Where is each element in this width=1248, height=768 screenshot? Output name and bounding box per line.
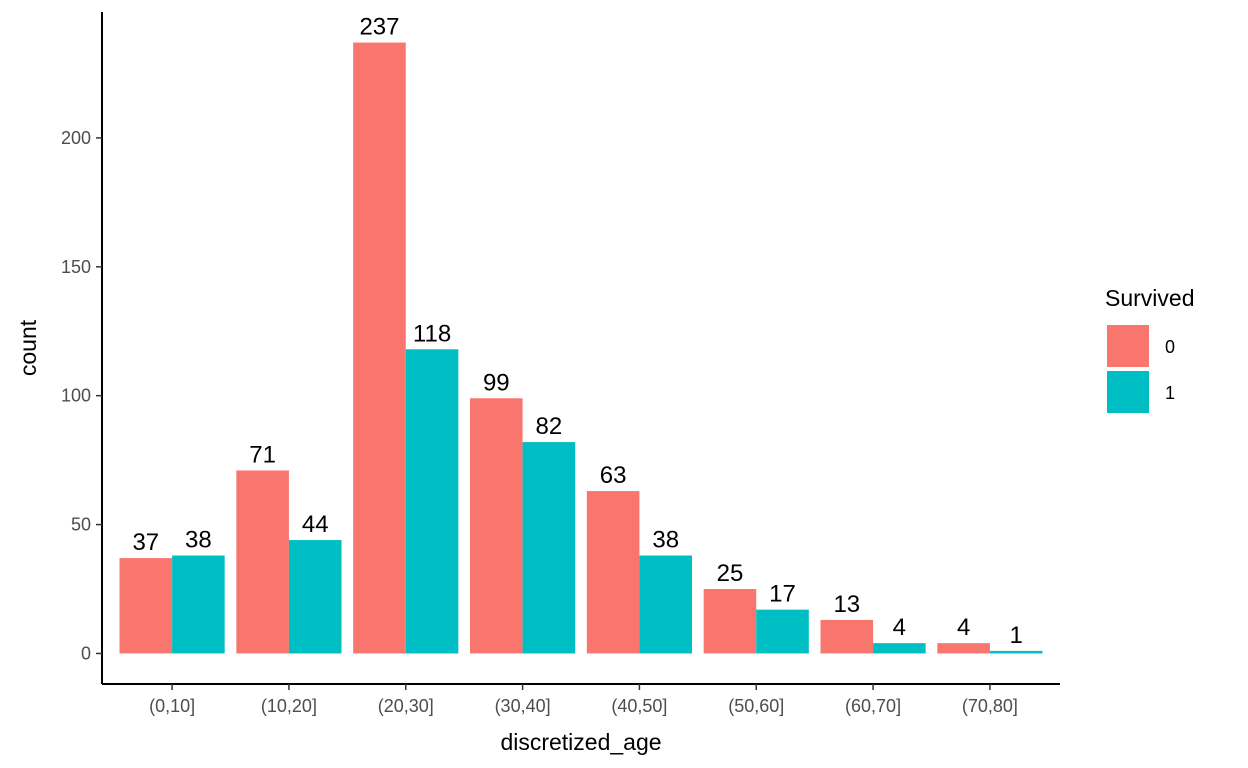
x-tick-label-1: (10,20] — [261, 696, 317, 716]
x-axis-title: discretized_age — [500, 729, 661, 755]
data-label-(40,50]-series-1: 38 — [652, 527, 679, 554]
bar-(70,80]-series-0 — [937, 643, 990, 654]
data-label-(30,40]-series-0: 99 — [483, 369, 510, 396]
data-label-(30,40]-series-1: 82 — [536, 413, 563, 440]
x-tick-label-0: (0,10] — [149, 696, 195, 716]
data-label-(60,70]-series-1: 4 — [893, 614, 906, 641]
bar-(70,80]-series-1 — [989, 650, 1043, 654]
bar-(20,30]-series-1 — [405, 349, 459, 654]
legend: Survived 0 1 — [1105, 285, 1194, 413]
bar-(0,10]-series-0 — [119, 558, 173, 654]
data-label-(20,30]-series-0: 237 — [359, 14, 399, 41]
bar-(50,60]-series-1 — [756, 609, 809, 654]
legend-key-1 — [1107, 371, 1149, 413]
data-label-(20,30]-series-1: 118 — [413, 320, 451, 347]
data-label-(70,80]-series-0: 4 — [957, 614, 970, 641]
legend-label-1: 1 — [1165, 383, 1175, 403]
bar-(30,40]-series-1 — [522, 442, 576, 654]
x-tick-label-7: (70,80] — [962, 696, 1018, 716]
x-tick-label-3: (30,40] — [495, 696, 551, 716]
legend-title: Survived — [1105, 285, 1194, 311]
x-tick-label-6: (60,70] — [845, 696, 901, 716]
bar-(20,30]-series-0 — [353, 42, 406, 654]
bar-(30,40]-series-0 — [470, 398, 523, 654]
bar-(10,20]-series-1 — [288, 540, 342, 654]
bar-(40,50]-series-0 — [586, 491, 640, 654]
data-label-(70,80]-series-1: 1 — [1010, 622, 1023, 649]
bar-(10,20]-series-0 — [236, 470, 289, 654]
data-label-(50,60]-series-0: 25 — [717, 560, 744, 587]
bar-(0,10]-series-1 — [172, 555, 225, 654]
bar-(60,70]-series-1 — [873, 643, 926, 654]
data-label-(0,10]-series-0: 37 — [132, 529, 159, 556]
bar-(40,50]-series-1 — [639, 555, 692, 654]
y-tick-label-50: 50 — [71, 515, 91, 535]
x-tick-label-2: (20,30] — [378, 696, 434, 716]
bars-layer — [119, 42, 1043, 654]
bar-(60,70]-series-0 — [820, 619, 874, 654]
y-tick-label-150: 150 — [61, 257, 91, 277]
data-label-(50,60]-series-1: 17 — [769, 581, 796, 608]
axes-layer: 0 50 100 150 200 (0,10] (10,20] (20,30] (30,40] (… — [61, 12, 1060, 716]
y-axis-title: count — [15, 319, 41, 376]
data-label-(60,70]-series-0: 13 — [833, 591, 860, 618]
data-label-(10,20]-series-1: 44 — [302, 511, 329, 538]
bar-(50,60]-series-0 — [703, 589, 757, 654]
y-tick-label-100: 100 — [61, 386, 91, 406]
y-tick-label-0: 0 — [81, 643, 91, 663]
y-tick-label-200: 200 — [61, 128, 91, 148]
legend-label-0: 0 — [1165, 337, 1175, 357]
data-label-(0,10]-series-1: 38 — [185, 527, 212, 554]
data-label-(40,50]-series-0: 63 — [600, 462, 627, 489]
x-tick-label-4: (40,50] — [611, 696, 667, 716]
data-label-(10,20]-series-0: 71 — [249, 441, 276, 468]
x-tick-label-5: (50,60] — [728, 696, 784, 716]
legend-key-0 — [1107, 325, 1149, 367]
